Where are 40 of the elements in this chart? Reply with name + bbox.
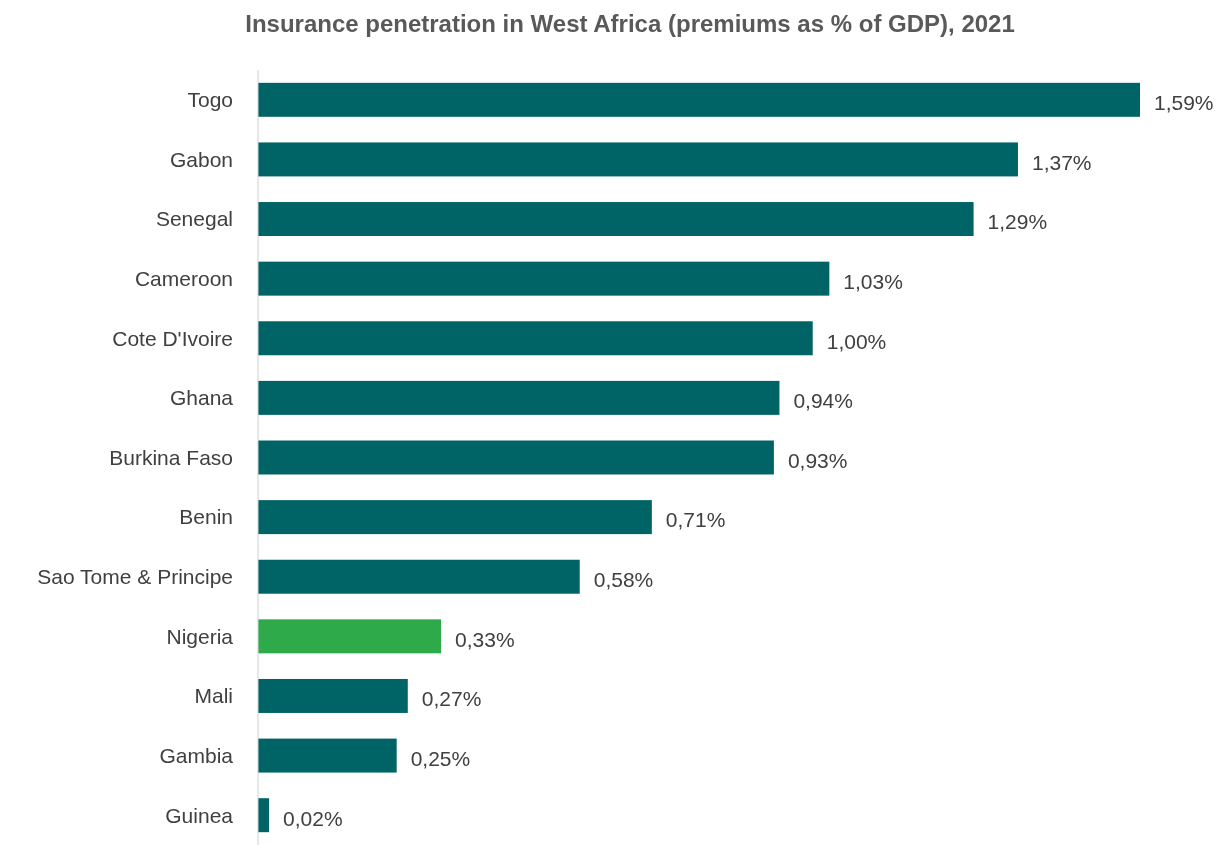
bar — [258, 261, 830, 296]
bar — [258, 142, 1018, 177]
y-tick-label: Gambia — [159, 743, 234, 767]
data-label: 1,00% — [826, 329, 887, 353]
y-tick-label: Sao Tome & Principe — [37, 565, 233, 589]
data-label: 0,93% — [787, 448, 848, 472]
data-label: 1,03% — [843, 270, 903, 293]
bar — [258, 678, 408, 713]
y-tick-label: Mali — [194, 684, 233, 708]
chart-title: Insurance penetration in West Africa (premiums as % of GDP), 2021 — [245, 10, 1015, 37]
bar — [258, 798, 270, 833]
bar — [258, 619, 442, 654]
y-tick-label: Benin — [179, 505, 233, 529]
y-tick-label: Nigeria — [166, 624, 234, 648]
bar — [258, 321, 813, 356]
bar — [258, 440, 774, 475]
y-tick-label: Togo — [187, 88, 233, 112]
bar — [258, 82, 1140, 117]
bar — [258, 202, 974, 237]
y-tick-label: Cote D'Ivoire — [112, 326, 233, 350]
data-label: 0,94% — [793, 389, 853, 413]
data-label: 1,37% — [1031, 150, 1092, 174]
y-tick-label: Ghana — [169, 386, 234, 410]
bar — [258, 559, 580, 594]
y-tick-label: Guinea — [165, 803, 234, 827]
bar — [258, 380, 780, 415]
data-label: 0,25% — [410, 746, 471, 770]
data-label: 0,02% — [283, 806, 343, 830]
data-label: 0,71% — [665, 508, 726, 532]
data-label: 0,27% — [421, 687, 482, 711]
bar — [258, 738, 397, 773]
data-label: 1,59% — [1154, 91, 1214, 115]
y-tick-label: Cameroon — [134, 267, 233, 290]
data-label: 0,33% — [455, 627, 515, 651]
y-tick-label: Burkina Faso — [109, 445, 233, 469]
data-label: 1,29% — [987, 210, 1048, 234]
y-tick-label: Senegal — [155, 207, 233, 231]
data-label: 0,58% — [593, 568, 654, 592]
y-tick-label: Gabon — [169, 147, 233, 171]
bar — [258, 500, 652, 535]
